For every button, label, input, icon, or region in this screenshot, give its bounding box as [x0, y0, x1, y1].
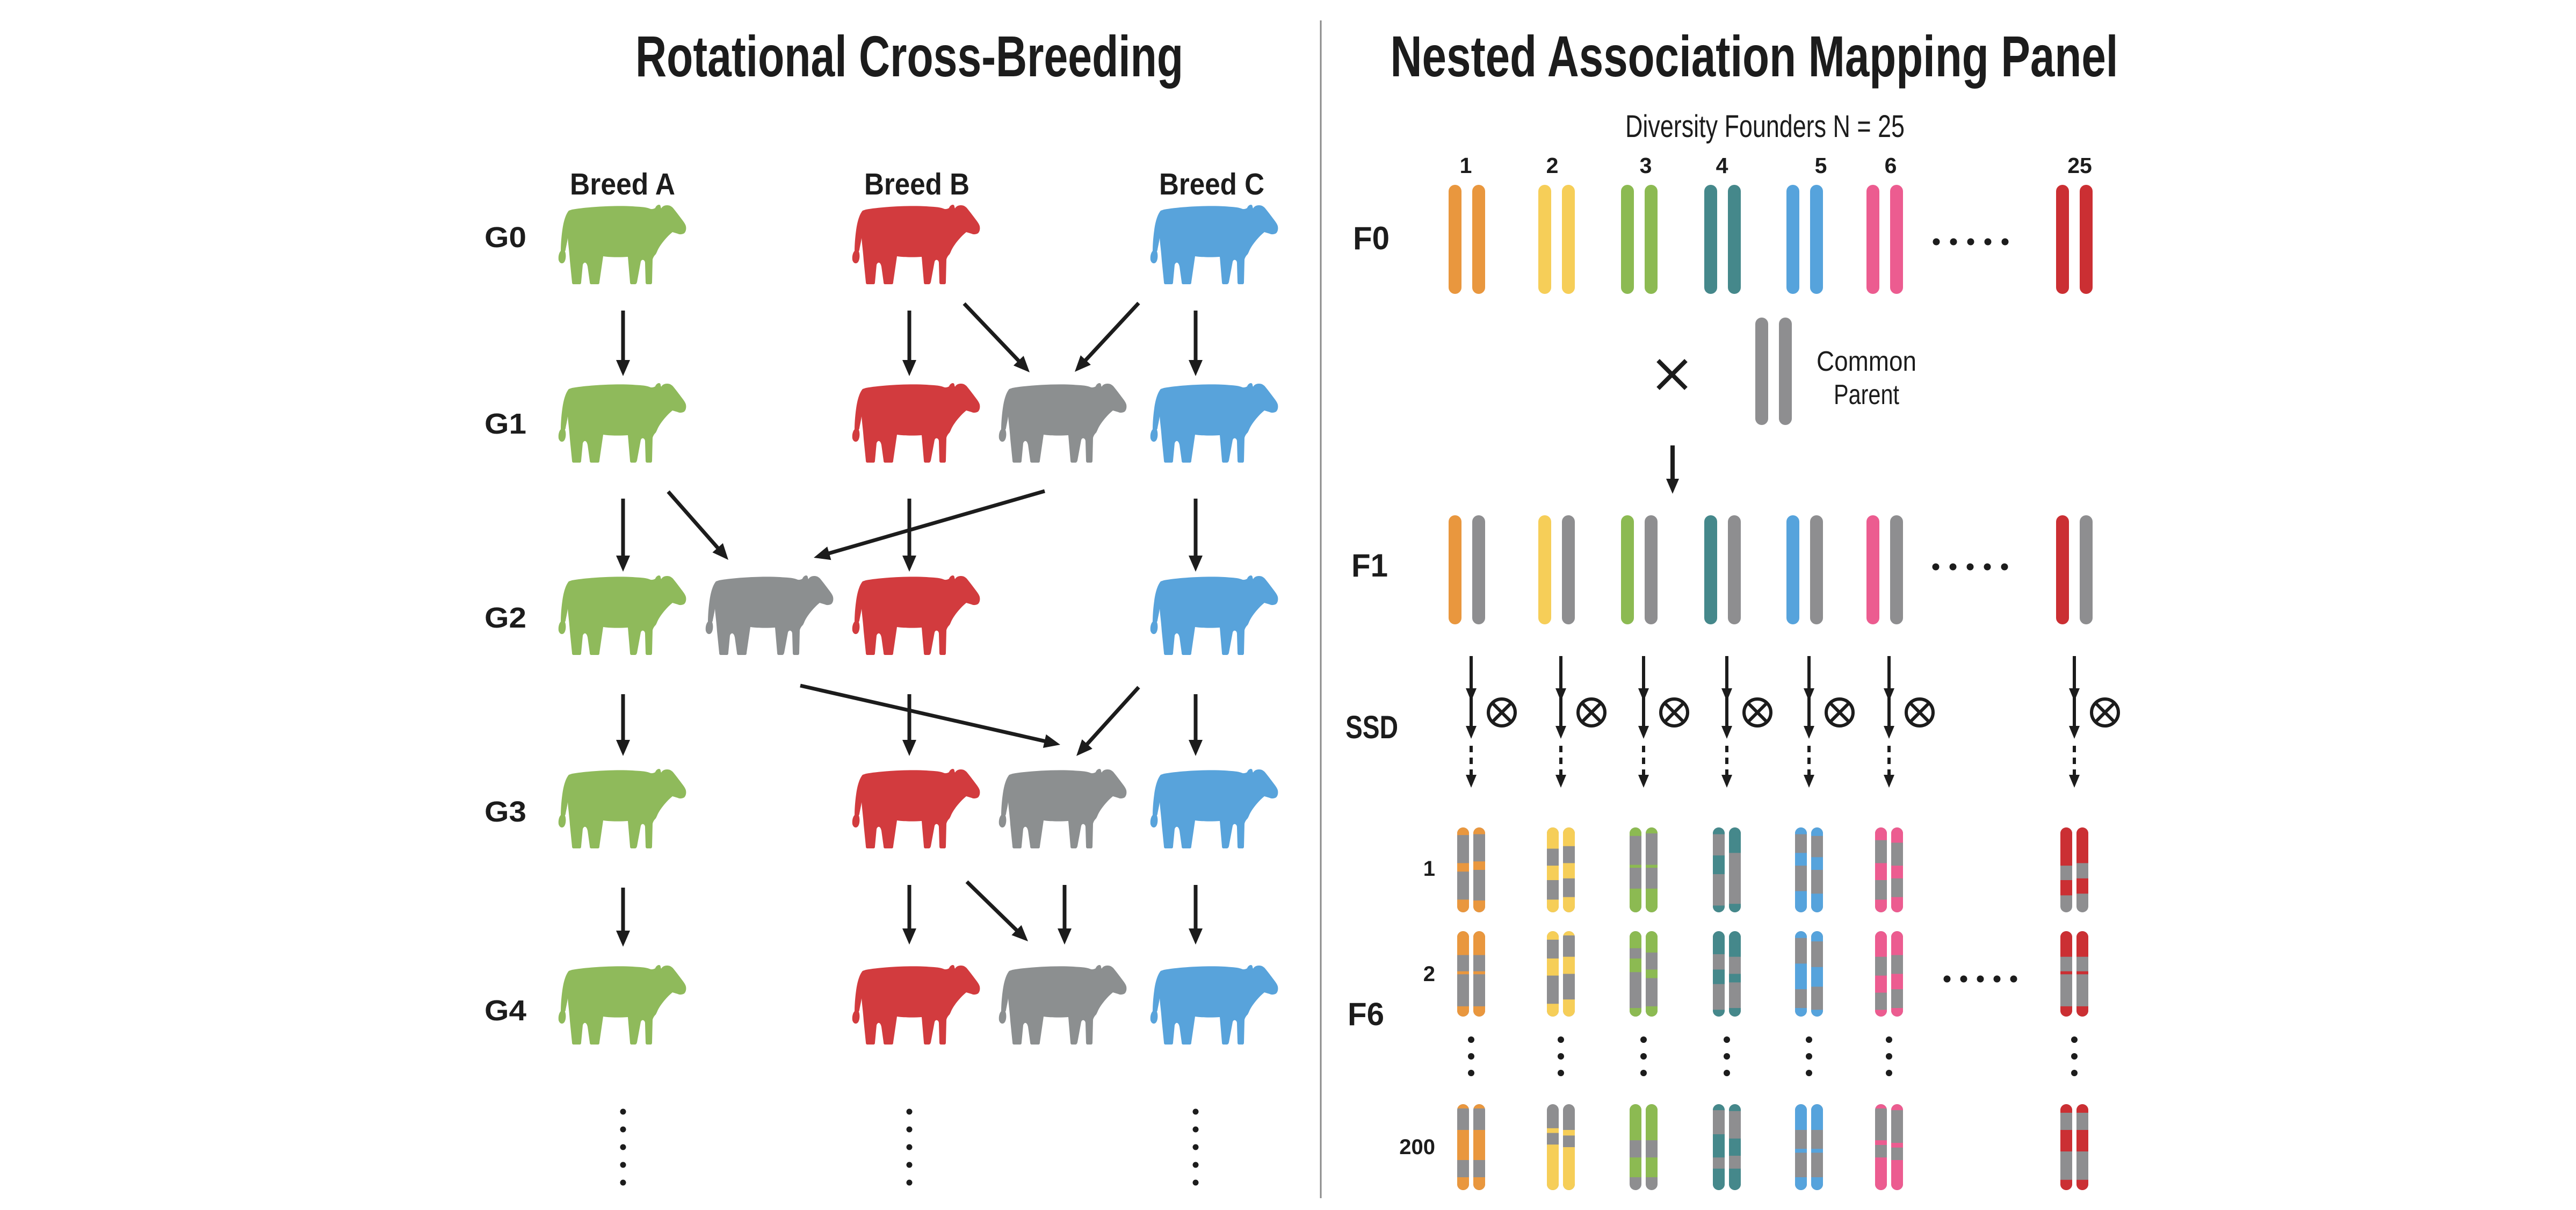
- svg-text:Breed C: Breed C: [1159, 167, 1264, 201]
- svg-text:F0: F0: [1353, 220, 1390, 256]
- svg-text:Diversity Founders N = 25: Diversity Founders N = 25: [1625, 109, 1905, 144]
- svg-text:25: 25: [2067, 153, 2092, 178]
- svg-text:200: 200: [1399, 1135, 1435, 1159]
- svg-text:Nested Association Mapping Pan: Nested Association Mapping Panel: [1391, 24, 2118, 89]
- svg-text:G1: G1: [484, 408, 526, 440]
- svg-text:Parent: Parent: [1834, 379, 1899, 410]
- svg-text:G2: G2: [484, 602, 526, 634]
- svg-text:Rotational Cross-Breeding: Rotational Cross-Breeding: [635, 24, 1183, 89]
- svg-text:3: 3: [1640, 153, 1652, 178]
- svg-text:5: 5: [1815, 153, 1827, 178]
- svg-text:G4: G4: [484, 995, 526, 1027]
- svg-text:1: 1: [1423, 857, 1435, 881]
- svg-text:1: 1: [1460, 153, 1472, 178]
- svg-text:Common: Common: [1817, 346, 1916, 377]
- svg-text:F1: F1: [1351, 548, 1388, 584]
- svg-text:SSD: SSD: [1345, 709, 1398, 745]
- svg-text:G0: G0: [484, 221, 526, 254]
- svg-text:6: 6: [1885, 153, 1897, 178]
- svg-text:Breed B: Breed B: [864, 167, 969, 201]
- svg-text:2: 2: [1423, 962, 1435, 986]
- svg-text:F6: F6: [1348, 996, 1384, 1032]
- svg-text:4: 4: [1716, 153, 1728, 178]
- svg-text:G3: G3: [484, 796, 526, 828]
- svg-text:Breed A: Breed A: [570, 167, 675, 201]
- svg-text:2: 2: [1546, 153, 1559, 178]
